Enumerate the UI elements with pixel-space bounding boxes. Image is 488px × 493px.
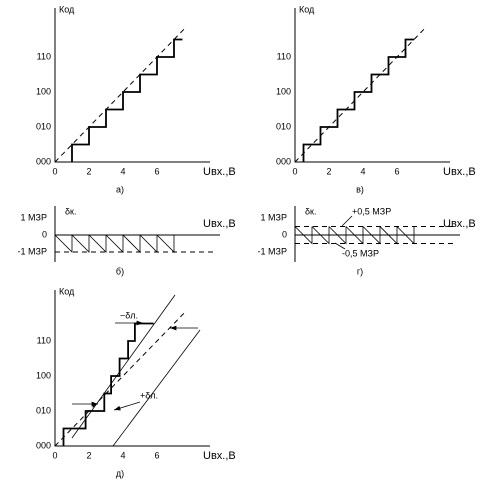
y-label: 010: [276, 121, 291, 131]
x-title: Uвх.,В: [203, 166, 236, 178]
caption: б): [116, 266, 124, 276]
y-label: -1 МЗР: [18, 246, 47, 256]
x-label: 6: [394, 166, 399, 176]
x-label: 4: [120, 450, 125, 460]
x-title: Uвх.,В: [203, 450, 236, 462]
y-title: Код: [299, 4, 315, 14]
x-label: 2: [86, 450, 91, 460]
x-label: 0: [292, 166, 297, 176]
x-label: 2: [326, 166, 331, 176]
y-label: 100: [36, 370, 51, 380]
y-label: -1 МЗР: [258, 246, 287, 256]
y-label: 0: [42, 229, 47, 239]
ideal-line: [54, 312, 185, 447]
y-label: 000: [36, 440, 51, 450]
y-label: 010: [36, 121, 51, 131]
y-title: δк.: [65, 206, 76, 216]
bound-line: [71, 294, 176, 439]
caption: в): [356, 184, 364, 194]
staircase: [62, 322, 154, 446]
bound-line: [112, 329, 201, 447]
x-label: 4: [120, 166, 125, 176]
y-label: 110: [37, 335, 51, 345]
x-label: 2: [86, 166, 91, 176]
error-saw: [54, 234, 175, 253]
y-title: δк.: [305, 206, 316, 216]
caption: г): [357, 266, 363, 276]
y-label: 000: [276, 156, 291, 166]
error-saw: [294, 226, 415, 245]
y-label: 1 МЗР: [261, 212, 287, 222]
x-title: Uвх.,В: [443, 218, 476, 230]
ideal-line: [54, 28, 185, 163]
y-label: 010: [36, 405, 51, 415]
staircase: [302, 38, 414, 162]
x-label: 6: [154, 450, 159, 460]
annotation: -0,5 МЗР: [342, 248, 379, 258]
annotation: −δл.: [120, 310, 138, 320]
y-label: 100: [36, 86, 51, 96]
y-label: 000: [36, 156, 51, 166]
caption: д): [116, 468, 124, 478]
x-label: 0: [52, 166, 57, 176]
axes: [54, 206, 220, 262]
caption: а): [116, 184, 124, 194]
annotation: +0,5 МЗР: [352, 206, 391, 216]
y-title: Код: [59, 286, 75, 296]
x-label: 6: [154, 166, 159, 176]
y-label: 110: [277, 51, 291, 61]
axes: [294, 206, 460, 262]
axes: [294, 8, 450, 163]
staircase: [71, 38, 183, 162]
y-label: 1 МЗР: [21, 212, 47, 222]
annotation: +δл.: [140, 390, 158, 400]
arrow: [113, 401, 141, 411]
x-title: Uвх.,В: [203, 218, 236, 230]
x-label: 0: [52, 450, 57, 460]
leader: [341, 215, 353, 227]
y-title: Код: [59, 4, 75, 14]
y-label: 110: [37, 51, 51, 61]
y-label: 0: [282, 229, 287, 239]
y-label: 100: [276, 86, 291, 96]
x-title: Uвх.,В: [443, 166, 476, 178]
x-label: 4: [360, 166, 365, 176]
ideal-line: [294, 28, 425, 163]
axes: [54, 8, 210, 163]
leader: [334, 242, 346, 250]
